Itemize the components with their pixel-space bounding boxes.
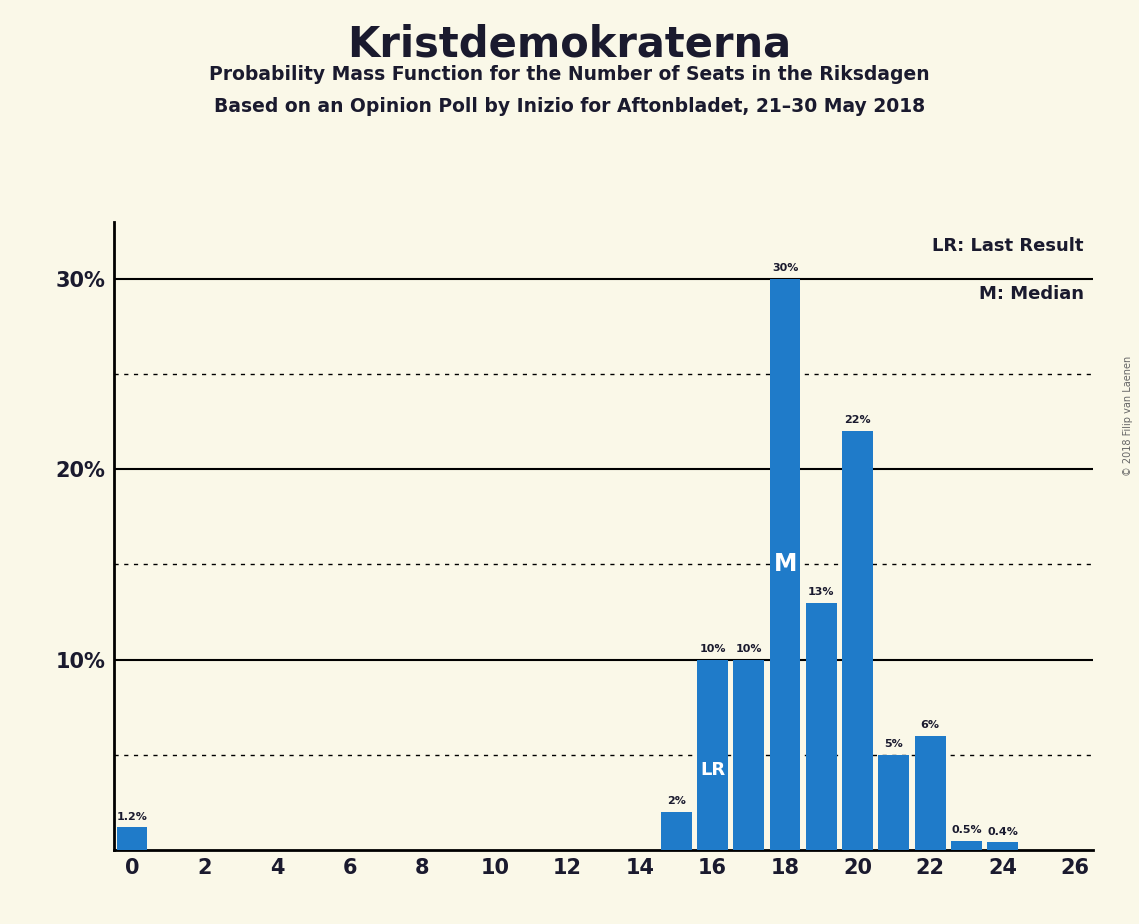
Text: 5%: 5% [885,739,903,749]
Bar [116,827,147,850]
Bar [915,736,945,850]
Bar [734,660,764,850]
Text: 1.2%: 1.2% [116,811,147,821]
Text: M: M [773,553,797,577]
Text: LR: Last Result: LR: Last Result [932,237,1083,255]
Bar [988,843,1018,850]
Text: 0.4%: 0.4% [988,827,1018,837]
Text: 13%: 13% [808,587,835,597]
Bar [770,279,801,850]
Bar [842,432,874,850]
Text: Kristdemokraterna: Kristdemokraterna [347,23,792,65]
Text: Probability Mass Function for the Number of Seats in the Riksdagen: Probability Mass Function for the Number… [210,65,929,84]
Bar [661,812,691,850]
Text: 22%: 22% [844,416,871,425]
Bar [806,602,837,850]
Text: M: Median: M: Median [978,285,1083,302]
Text: © 2018 Filip van Laenen: © 2018 Filip van Laenen [1123,356,1133,476]
Bar [951,841,982,850]
Text: 10%: 10% [699,644,726,654]
Text: LR: LR [700,761,726,779]
Text: 6%: 6% [920,720,940,730]
Bar [697,660,728,850]
Text: 10%: 10% [736,644,762,654]
Text: 30%: 30% [772,263,798,274]
Bar [878,755,909,850]
Text: 2%: 2% [666,796,686,807]
Text: 0.5%: 0.5% [951,825,982,835]
Text: Based on an Opinion Poll by Inizio for Aftonbladet, 21–30 May 2018: Based on an Opinion Poll by Inizio for A… [214,97,925,116]
